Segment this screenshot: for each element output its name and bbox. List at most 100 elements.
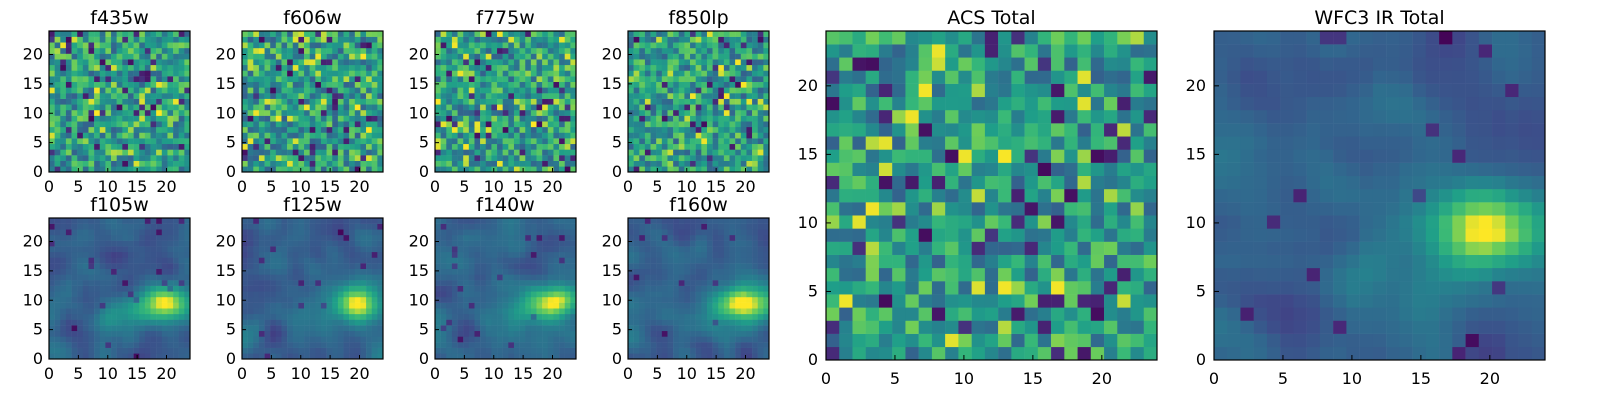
heatmap-cell: [463, 155, 469, 161]
heatmap-cell: [508, 308, 514, 314]
heatmap-cell: [645, 133, 651, 139]
heatmap-cell: [662, 99, 668, 105]
heatmap-cell: [372, 342, 378, 348]
heatmap-cell: [679, 155, 685, 161]
heatmap-cell: [724, 116, 730, 122]
y-tick-label: 0: [33, 162, 43, 181]
heatmap-cell: [565, 82, 571, 88]
heatmap-cell: [366, 138, 372, 144]
heatmap-cell: [696, 269, 702, 275]
heatmap-cell: [752, 133, 758, 139]
heatmap-cell: [77, 82, 83, 88]
heatmap-cell: [253, 31, 259, 37]
heatmap-cell: [718, 87, 724, 93]
heatmap-cell: [474, 229, 480, 235]
heatmap-cell: [111, 252, 117, 258]
heatmap-cell: [105, 314, 111, 320]
heatmap-cell: [122, 257, 128, 263]
heatmap-cell: [162, 331, 168, 337]
heatmap-cell: [458, 93, 464, 99]
heatmap-cell: [746, 308, 752, 314]
heatmap-cell: [701, 104, 707, 110]
heatmap-cell: [486, 257, 492, 263]
heatmap-cell: [639, 353, 645, 359]
heatmap-cell: [372, 320, 378, 326]
heatmap-cell: [741, 31, 747, 37]
heatmap-cell: [746, 121, 752, 127]
heatmap-cell: [469, 224, 475, 230]
heatmap-cell: [542, 274, 548, 280]
heatmap-cell: [486, 235, 492, 241]
heatmap-cell: [259, 155, 265, 161]
heatmap-cell: [162, 138, 168, 144]
heatmap-cell: [514, 320, 520, 326]
heatmap-cell: [673, 303, 679, 309]
heatmap-cell: [72, 218, 78, 224]
heatmap-cell: [83, 252, 89, 258]
heatmap-cell: [639, 104, 645, 110]
heatmap-cell: [145, 263, 151, 269]
heatmap-cell: [134, 110, 140, 116]
heatmap-cell: [486, 144, 492, 150]
heatmap-cell: [100, 116, 106, 122]
heatmap-cell: [491, 342, 497, 348]
heatmap-cell: [548, 280, 554, 286]
heatmap-cell: [321, 331, 327, 337]
heatmap-cell: [441, 353, 447, 359]
heatmap-cell: [446, 348, 452, 354]
heatmap-cell: [366, 37, 372, 43]
heatmap-cell: [179, 297, 185, 303]
heatmap-cell: [100, 65, 106, 71]
heatmap-cell: [315, 303, 321, 309]
heatmap-cell: [72, 82, 78, 88]
heatmap-cell: [463, 241, 469, 247]
heatmap-cell: [486, 59, 492, 65]
heatmap-cell: [486, 280, 492, 286]
heatmap-cell: [514, 54, 520, 60]
heatmap-cell: [441, 291, 447, 297]
heatmap-cell: [145, 331, 151, 337]
heatmap-cell: [355, 99, 361, 105]
heatmap-cell: [248, 76, 254, 82]
heatmap-cell: [463, 286, 469, 292]
heatmap-cell: [718, 280, 724, 286]
heatmap-cell: [746, 149, 752, 155]
heatmap-cell: [128, 65, 134, 71]
heatmap-cell: [441, 104, 447, 110]
heatmap-cell: [270, 155, 276, 161]
heatmap-cell: [651, 155, 657, 161]
heatmap-cell: [287, 127, 293, 133]
heatmap-cell: [83, 229, 89, 235]
heatmap-cell: [248, 336, 254, 342]
heatmap-cell: [321, 70, 327, 76]
heatmap-cell: [746, 297, 752, 303]
heatmap-cell: [645, 155, 651, 161]
heatmap-cell: [304, 48, 310, 54]
heatmap-cell: [242, 133, 248, 139]
heatmap-cell: [72, 297, 78, 303]
heatmap-cell: [452, 342, 458, 348]
heatmap-cell: [570, 93, 576, 99]
heatmap-cell: [344, 93, 350, 99]
heatmap-cell: [167, 99, 173, 105]
heatmap-cell: [486, 166, 492, 172]
heatmap-cell: [349, 320, 355, 326]
heatmap-cell: [531, 138, 537, 144]
heatmap-cell: [293, 82, 299, 88]
heatmap-cell: [570, 246, 576, 252]
heatmap-cell: [293, 59, 299, 65]
heatmap-cell: [537, 331, 543, 337]
heatmap-cell: [287, 76, 293, 82]
heatmap-cell: [458, 235, 464, 241]
heatmap-cell: [452, 348, 458, 354]
heatmap-cell: [548, 246, 554, 252]
heatmap-cell: [474, 331, 480, 337]
heatmap-cell: [531, 104, 537, 110]
heatmap-cell: [634, 104, 640, 110]
heatmap-cell: [531, 133, 537, 139]
heatmap-cell: [377, 303, 383, 309]
heatmap-cell: [503, 241, 509, 247]
heatmap-cell: [763, 280, 769, 286]
heatmap-cell: [179, 218, 185, 224]
heatmap-cell: [151, 286, 157, 292]
